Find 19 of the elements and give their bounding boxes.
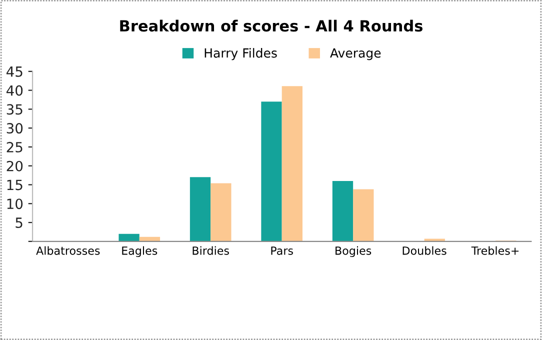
legend-label: Average (330, 48, 381, 60)
x-tick-label: Bogies (336, 246, 372, 258)
y-tick-label: 45 (6, 66, 22, 77)
x-tick-label: Doubles (402, 246, 446, 255)
x-tick-label: Albatrosses (36, 246, 100, 255)
x-tick-label: Eagles (122, 246, 158, 258)
y-tick-label: 40 (6, 85, 23, 96)
legend-label: Harry Fildes (204, 48, 277, 60)
chart-title: Breakdown of scores - All 4 Rounds (120, 20, 422, 32)
y-tick-label: 5 (16, 218, 22, 228)
y-tick-label: 30 (6, 123, 23, 134)
y-tick-label: 15 (7, 180, 22, 190)
x-tick-label: Pars (271, 246, 293, 255)
y-tick-label: 25 (6, 142, 22, 152)
y-tick-label: 10 (7, 198, 23, 210)
y-tick-label: 20 (6, 160, 23, 172)
x-tick-label: Trebles+ (471, 246, 519, 255)
x-tick-label: Birdies (192, 246, 229, 255)
y-tick-label: 35 (6, 104, 22, 115)
